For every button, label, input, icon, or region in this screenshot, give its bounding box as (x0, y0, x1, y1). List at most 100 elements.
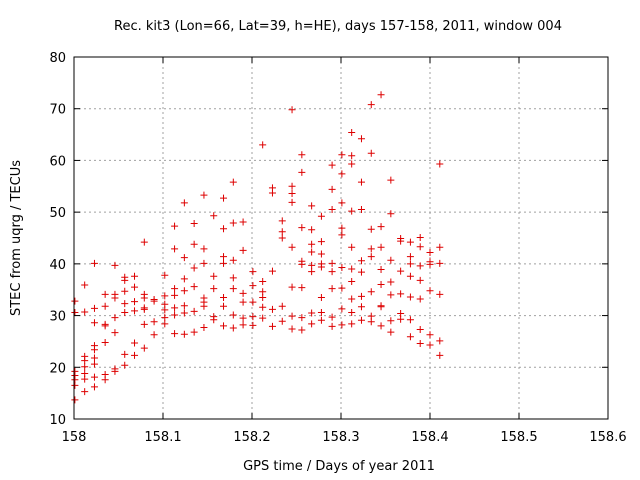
data-point (426, 331, 434, 339)
data-point (229, 256, 237, 264)
data-point (90, 383, 98, 391)
data-point (140, 344, 148, 352)
data-point (131, 298, 139, 306)
data-point (328, 206, 336, 214)
data-point (131, 272, 139, 280)
data-point (140, 238, 148, 246)
data-point (416, 339, 424, 347)
data-point (348, 129, 356, 137)
data-point (436, 290, 444, 298)
data-point (357, 303, 365, 311)
data-point (121, 350, 129, 358)
data-point (288, 312, 296, 320)
data-point (328, 285, 336, 293)
data-point (426, 258, 434, 266)
data-point (278, 228, 286, 236)
data-point (298, 284, 306, 292)
data-point (220, 302, 228, 310)
data-point (348, 152, 356, 160)
data-point (249, 313, 257, 321)
data-point (328, 161, 336, 169)
data-point (436, 243, 444, 251)
data-point (200, 191, 208, 199)
data-point (259, 288, 267, 296)
data-point (357, 257, 365, 265)
data-point (140, 320, 148, 328)
data-point (150, 296, 158, 304)
data-point (220, 322, 228, 330)
data-point (328, 259, 336, 267)
data-point (180, 287, 188, 295)
data-point (416, 326, 424, 334)
data-point (387, 291, 395, 299)
data-point (338, 284, 346, 292)
data-point (249, 321, 257, 329)
data-point (140, 304, 148, 312)
data-point (210, 313, 218, 321)
data-point (71, 308, 79, 316)
data-point (200, 259, 208, 267)
data-point (387, 256, 395, 264)
data-point (348, 243, 356, 251)
data-point (161, 300, 169, 308)
data-point (357, 178, 365, 186)
data-point (150, 318, 158, 326)
data-point (220, 253, 228, 261)
data-point (338, 199, 346, 207)
data-point (81, 369, 89, 377)
data-point (220, 225, 228, 233)
data-point (111, 365, 119, 373)
data-point (229, 219, 237, 227)
data-point (416, 295, 424, 303)
data-point (416, 243, 424, 251)
data-point (220, 293, 228, 301)
data-point (131, 307, 139, 315)
data-point (406, 238, 414, 246)
data-point (239, 218, 247, 226)
points-layer (71, 91, 444, 404)
data-point (308, 226, 316, 234)
data-point (71, 396, 79, 404)
data-point (416, 233, 424, 241)
data-point (239, 314, 247, 322)
data-point (338, 263, 346, 271)
data-point (288, 325, 296, 333)
data-point (200, 245, 208, 253)
data-point (338, 170, 346, 178)
data-point (229, 324, 237, 332)
data-point (249, 268, 257, 276)
data-point (387, 176, 395, 184)
data-point (268, 322, 276, 330)
x-tick-label: 158.5 (500, 430, 537, 445)
data-point (171, 311, 179, 319)
data-point (406, 253, 414, 261)
data-point (131, 339, 139, 347)
data-point (161, 314, 169, 322)
data-point (171, 285, 179, 293)
data-point (171, 304, 179, 312)
data-point (121, 361, 129, 369)
data-point (171, 330, 179, 338)
data-point (200, 323, 208, 331)
axis-ticks (73, 56, 609, 420)
data-point (387, 210, 395, 218)
y-tick-label: 60 (49, 154, 66, 169)
data-point (81, 363, 89, 371)
data-point (426, 341, 434, 349)
data-point (171, 222, 179, 230)
data-point (111, 261, 119, 269)
data-point (426, 248, 434, 256)
data-point (357, 316, 365, 324)
data-point (348, 308, 356, 316)
data-point (71, 367, 79, 375)
data-point (357, 135, 365, 143)
data-point (436, 337, 444, 345)
data-point (90, 354, 98, 362)
data-point (377, 302, 385, 310)
data-point (308, 202, 316, 210)
data-point (348, 277, 356, 285)
data-point (397, 310, 405, 318)
data-point (357, 292, 365, 300)
data-point (338, 231, 346, 239)
data-point (190, 240, 198, 248)
